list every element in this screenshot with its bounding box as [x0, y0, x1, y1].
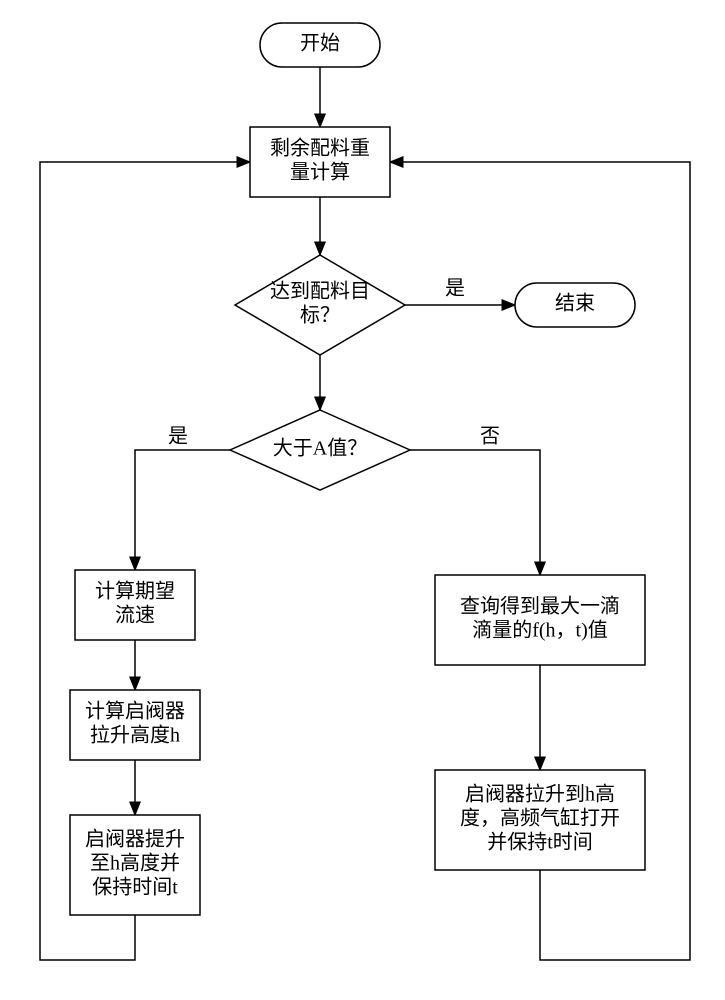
node-raise_h-text-0: 启阀器提升: [85, 828, 185, 851]
node-start-text-0: 开始: [300, 32, 340, 55]
node-query_f-text-1: 滴量的f(h，t)值: [472, 619, 608, 642]
node-raise_h: 启阀器提升至h高度并保持时间t: [70, 815, 200, 915]
node-d_a: 大于A值？: [230, 410, 410, 490]
node-calc_h-text-0: 计算启阀器: [85, 700, 185, 723]
node-end: 结束: [515, 283, 635, 327]
node-calc_v: 计算期望流速: [75, 570, 195, 640]
edge-label-d_a-calc_v: 是: [168, 426, 188, 448]
node-d_a-text-0: 大于A值？: [273, 437, 367, 460]
node-calc_h-text-1: 拉升高度h: [90, 724, 180, 747]
node-d_target-text-0: 达到配料目: [270, 280, 370, 303]
node-calc_wt-text-0: 剩余配料重: [270, 137, 370, 160]
node-raise_hf-text-2: 并保持t时间: [487, 831, 593, 854]
node-raise_h-text-1: 至h高度并: [90, 852, 180, 875]
node-raise_hf: 启阀器拉升到h高度，高频气缸打开并保持t时间: [435, 770, 645, 870]
node-d_target-text-1: 标？: [300, 304, 340, 327]
node-end-text-0: 结束: [555, 292, 595, 315]
node-calc_h: 计算启阀器拉升高度h: [70, 690, 200, 760]
edge-d_a-query_f: [410, 450, 540, 575]
node-raise_h-text-2: 保持时间t: [92, 876, 178, 899]
node-calc_v-text-1: 流速: [115, 604, 155, 627]
node-calc_v-text-0: 计算期望: [95, 580, 175, 603]
node-query_f: 查询得到最大一滴滴量的f(h，t)值: [435, 575, 645, 665]
node-raise_hf-text-0: 启阀器拉升到h高: [465, 783, 615, 806]
edge-d_a-calc_v: [135, 450, 230, 570]
node-query_f-text-0: 查询得到最大一滴: [460, 595, 620, 618]
node-raise_hf-text-1: 度，高频气缸打开: [460, 807, 620, 830]
edge-label-d_a-query_f: 否: [480, 426, 500, 448]
node-d_target: 达到配料目标？: [235, 255, 405, 355]
node-start: 开始: [260, 23, 380, 67]
node-calc_wt-text-1: 量计算: [290, 161, 350, 184]
node-calc_wt: 剩余配料重量计算: [250, 127, 390, 197]
edge-label-d_target-end: 是: [445, 278, 465, 300]
